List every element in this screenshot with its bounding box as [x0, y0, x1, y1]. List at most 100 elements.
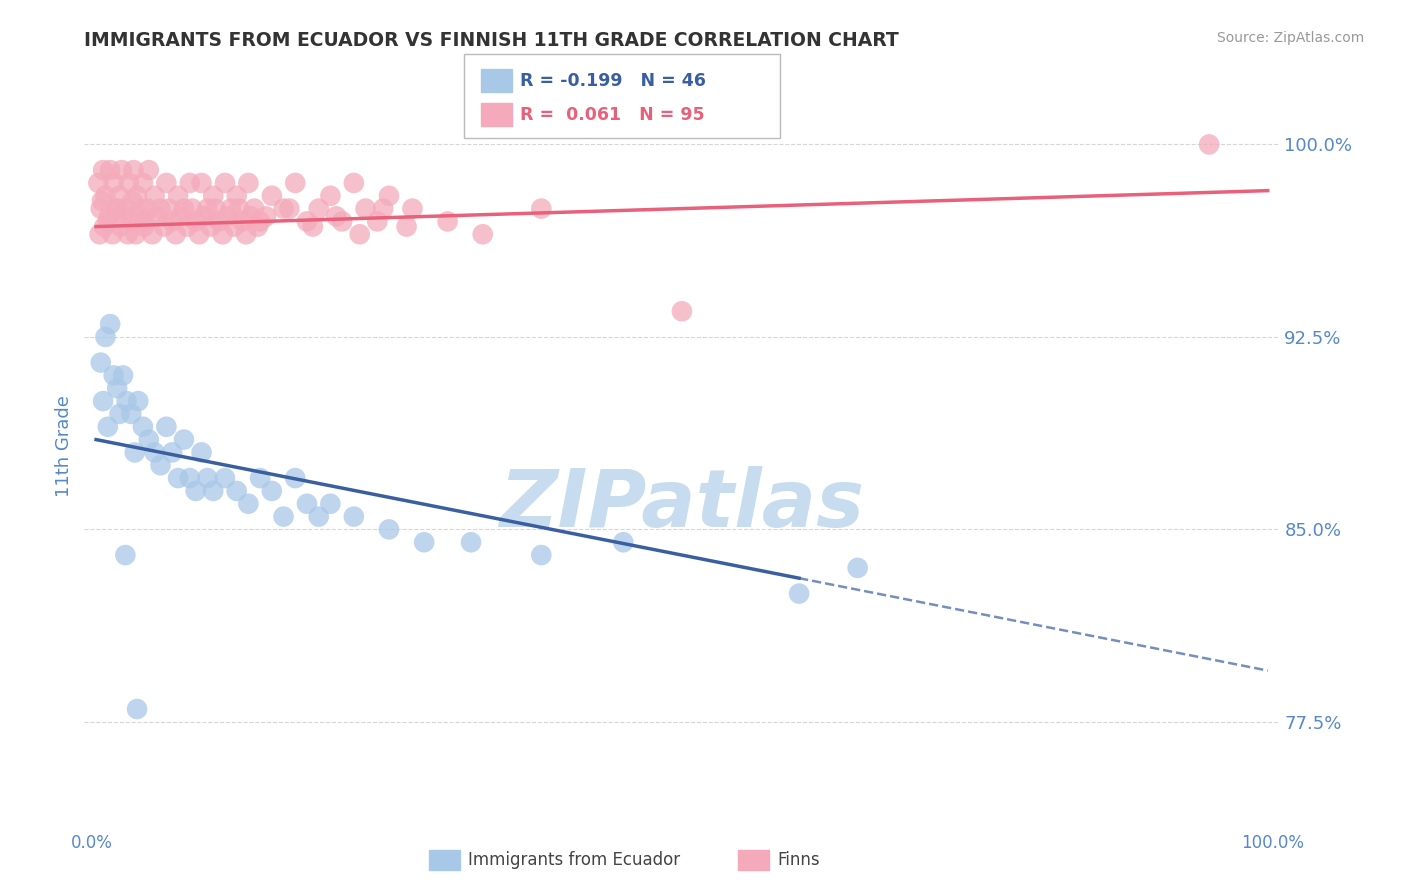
Point: [112, 209, 135, 223]
Point: [105, 202, 127, 216]
Point: [202, 483, 225, 498]
Point: [612, 535, 634, 549]
Point: [319, 497, 342, 511]
Point: [125, 227, 148, 242]
Point: [114, 548, 136, 562]
Point: [181, 202, 204, 216]
Point: [330, 214, 353, 228]
Point: [530, 202, 553, 216]
Point: [167, 188, 190, 202]
Point: [112, 368, 135, 383]
Point: [249, 471, 271, 485]
Point: [149, 458, 172, 473]
Point: [103, 176, 125, 190]
Text: Source: ZipAtlas.com: Source: ZipAtlas.com: [1216, 31, 1364, 45]
Point: [413, 535, 436, 549]
Point: [105, 381, 128, 395]
Point: [153, 219, 176, 234]
Point: [354, 202, 377, 216]
Point: [200, 219, 222, 234]
Point: [101, 227, 124, 242]
Point: [190, 176, 212, 190]
Text: R = -0.199   N = 46: R = -0.199 N = 46: [520, 71, 706, 89]
Point: [214, 471, 236, 485]
Point: [115, 394, 138, 409]
Point: [197, 202, 219, 216]
Point: [120, 407, 142, 421]
Point: [224, 219, 246, 234]
Point: [128, 209, 150, 223]
Point: [173, 202, 195, 216]
Point: [243, 202, 266, 216]
Point: [366, 214, 388, 228]
Point: [214, 176, 236, 190]
Point: [184, 214, 207, 228]
Point: [93, 219, 115, 234]
Point: [671, 304, 693, 318]
Point: [231, 214, 254, 228]
Text: Finns: Finns: [778, 851, 820, 869]
Point: [162, 445, 183, 459]
Point: [138, 433, 160, 447]
Point: [254, 209, 277, 223]
Point: [295, 214, 318, 228]
Text: 0.0%: 0.0%: [70, 834, 112, 852]
Point: [193, 209, 215, 223]
Point: [846, 561, 869, 575]
Point: [155, 176, 177, 190]
Point: [184, 483, 207, 498]
Point: [169, 209, 191, 223]
Point: [111, 163, 134, 178]
Point: [87, 176, 110, 190]
Point: [471, 227, 494, 242]
Point: [136, 202, 159, 216]
Point: [349, 227, 371, 242]
Point: [138, 163, 160, 178]
Point: [110, 219, 132, 234]
Point: [787, 586, 810, 600]
Point: [204, 202, 226, 216]
Point: [239, 209, 262, 223]
Point: [173, 433, 195, 447]
Point: [343, 509, 366, 524]
Point: [273, 509, 295, 524]
Point: [167, 471, 190, 485]
Point: [98, 317, 121, 331]
Point: [235, 227, 257, 242]
Point: [103, 368, 125, 383]
Point: [132, 219, 156, 234]
Point: [114, 202, 136, 216]
Point: [157, 202, 180, 216]
Point: [94, 330, 117, 344]
Point: [197, 471, 219, 485]
Point: [325, 209, 347, 223]
Point: [129, 202, 152, 216]
Point: [260, 188, 283, 202]
Point: [343, 176, 366, 190]
Point: [98, 209, 120, 223]
Point: [395, 219, 418, 234]
Point: [219, 202, 242, 216]
Point: [97, 419, 120, 434]
Text: 100.0%: 100.0%: [1241, 834, 1303, 852]
Point: [302, 219, 325, 234]
Point: [94, 188, 117, 202]
Point: [89, 227, 111, 242]
Point: [91, 163, 114, 178]
Point: [141, 227, 163, 242]
Point: [127, 394, 149, 409]
Point: [118, 176, 141, 190]
Text: ZIPatlas: ZIPatlas: [499, 466, 865, 543]
Point: [143, 188, 166, 202]
Point: [117, 227, 139, 242]
Point: [97, 214, 120, 228]
Point: [132, 176, 155, 190]
Point: [179, 176, 201, 190]
Text: Immigrants from Ecuador: Immigrants from Ecuador: [468, 851, 681, 869]
Point: [120, 214, 142, 228]
Point: [202, 188, 225, 202]
Point: [246, 219, 269, 234]
Point: [460, 535, 482, 549]
Point: [284, 176, 307, 190]
Point: [90, 355, 112, 369]
